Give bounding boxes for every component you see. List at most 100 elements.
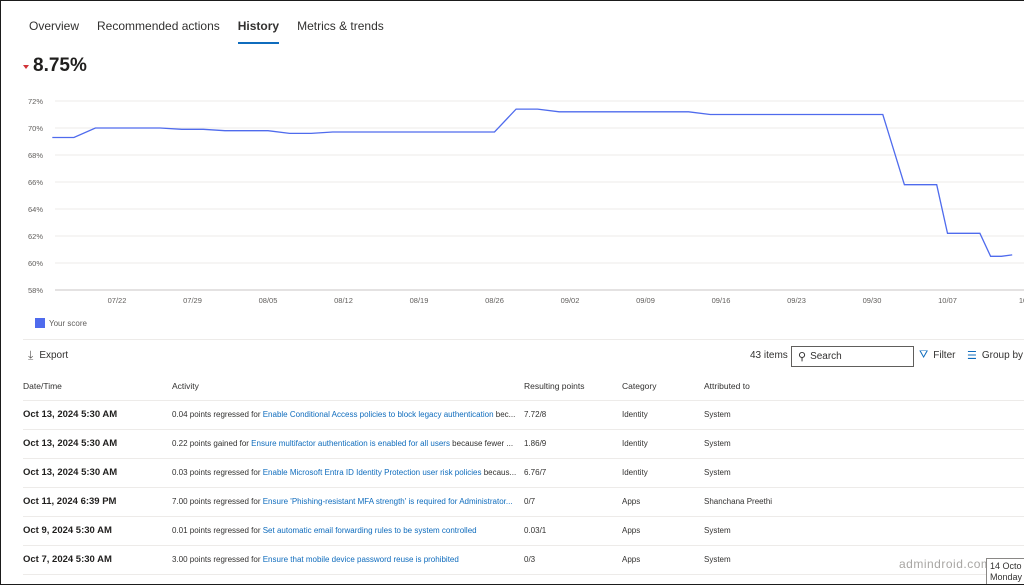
group-by-label: Group by	[981, 350, 1024, 361]
table-row[interactable]: Oct 13, 2024 5:30 AM 0.22 points gained …	[23, 430, 1024, 459]
activity-text: 0.22 points gained for	[172, 439, 252, 448]
cell-points: 0.03/1	[524, 526, 547, 535]
cell-date: Oct 13, 2024 5:30 AM	[23, 438, 118, 449]
score-summary: 8.75%	[23, 55, 87, 77]
taskbar-clock[interactable]: 14 Octo Monday	[986, 558, 1024, 584]
clock-day: Monday	[990, 572, 1023, 582]
recommendation-link[interactable]: Ensure that mobile device password reuse…	[262, 555, 459, 564]
cell-attributed: System	[704, 439, 731, 448]
download-icon: ⤓	[28, 348, 34, 362]
filter-icon: ⛛	[919, 349, 929, 361]
group-by-button[interactable]: ☰ Group by	[967, 349, 1023, 362]
divider	[23, 339, 1024, 340]
cell-category: Identity	[622, 468, 648, 477]
export-button[interactable]: ⤓ Export	[28, 348, 68, 363]
cell-activity: 3.00 points regressed for Ensure that mo…	[172, 546, 519, 574]
tab-recommended-actions[interactable]: Recommended actions	[97, 19, 220, 33]
y-tick-label: 62%	[28, 232, 43, 241]
x-tick-label: 09/16	[712, 296, 731, 305]
cell-points: 1.86/9	[524, 439, 547, 448]
cell-date: Oct 9, 2024 5:30 AM	[23, 525, 112, 536]
tab-metrics-trends[interactable]: Metrics & trends	[297, 19, 384, 33]
items-count: 43 items	[750, 350, 788, 361]
column-header-attributed[interactable]: Attributed to	[704, 381, 750, 391]
search-box[interactable]: ⚲	[791, 346, 914, 367]
cell-activity: 0.04 points regressed for Enable Conditi…	[172, 401, 519, 429]
export-label: Export	[39, 350, 69, 361]
x-tick-label: 09/09	[636, 296, 655, 305]
x-tick-label: 08/26	[485, 296, 504, 305]
cell-activity: 0.01 points regressed for Set automatic …	[172, 517, 519, 545]
cell-activity: 0.03 points regressed for Enable Microso…	[172, 459, 519, 487]
x-tick-label: 08/05	[259, 296, 278, 305]
y-tick-label: 72%	[28, 97, 43, 106]
activity-text: 0.01 points regressed for	[172, 526, 263, 535]
y-tick-label: 58%	[28, 286, 43, 295]
x-tick-label: 10/07	[938, 296, 957, 305]
x-axis-ticks: 07/22 07/29 08/05 08/12 08/19 08/26 09/02 09/09…	[108, 296, 1024, 305]
y-tick-label: 66%	[28, 178, 43, 187]
table-row[interactable]: Oct 13, 2024 5:30 AM 0.04 points regress…	[23, 401, 1024, 430]
y-tick-label: 64%	[28, 205, 43, 214]
recommendation-link[interactable]: Ensure multifactor authentication is ena…	[251, 439, 450, 448]
legend-label: Your score	[49, 318, 87, 328]
cell-points: 0/3	[524, 555, 536, 564]
cell-attributed: System	[704, 555, 731, 564]
cell-date: Oct 13, 2024 5:30 AM	[23, 409, 118, 420]
x-tick-label: 10	[1019, 296, 1024, 305]
x-tick-label: 08/12	[334, 296, 353, 305]
cell-attributed: Shanchana Preethi	[704, 497, 773, 506]
series-line-your-score	[52, 108, 1013, 257]
x-tick-label: 09/02	[561, 296, 580, 305]
filter-label: Filter	[933, 350, 956, 361]
column-header-category[interactable]: Category	[622, 381, 657, 391]
trend-down-icon	[23, 65, 29, 69]
x-tick-label: 07/22	[108, 296, 127, 305]
cell-points: 0/7	[524, 497, 536, 506]
table-row[interactable]: Oct 13, 2024 5:30 AM 0.03 points regress…	[23, 459, 1024, 488]
activity-text: bec...	[493, 410, 516, 419]
x-tick-label: 07/29	[183, 296, 202, 305]
watermark: admindroid.com	[899, 557, 992, 571]
search-icon: ⚲	[798, 351, 807, 363]
cell-activity: 7.00 points regressed for Ensure 'Phishi…	[172, 488, 519, 516]
y-tick-label: 70%	[28, 124, 43, 133]
activity-text: 3.00 points regressed for	[172, 555, 263, 564]
recommendation-link[interactable]: Enable Conditional Access policies to bl…	[262, 410, 494, 419]
tab-history[interactable]: History	[237, 19, 280, 44]
table-header: Date/Time Activity Resulting points Cate…	[23, 381, 1024, 401]
score-history-chart: 58% 60% 62% 64% 66% 68% 70% 72% 07/22 07/29 08/05…	[28, 97, 1024, 305]
table-row[interactable]: Oct 11, 2024 6:39 PM 7.00 points regress…	[23, 488, 1024, 517]
y-tick-label: 68%	[28, 151, 43, 160]
cell-attributed: System	[704, 526, 731, 535]
activity-text: 0.03 points regressed for	[172, 468, 263, 477]
column-header-points[interactable]: Resulting points	[524, 381, 585, 391]
cell-points: 7.72/8	[524, 410, 547, 419]
score-value: 8.75%	[33, 55, 87, 76]
x-tick-label: 09/23	[787, 296, 806, 305]
chart-legend: Your score	[35, 318, 87, 328]
recommendation-link[interactable]: Ensure 'Phishing-resistant MFA strength'…	[262, 497, 513, 506]
legend-swatch	[35, 318, 45, 328]
activity-text: becaus...	[481, 468, 517, 477]
recommendation-link[interactable]: Set automatic email forwarding rules to …	[262, 526, 477, 535]
table-row[interactable]: Oct 7, 2024 5:30 AM 3.00 points regresse…	[23, 546, 1024, 575]
activity-text: 0.04 points regressed for	[172, 410, 263, 419]
filter-button[interactable]: ⛛ Filter	[919, 349, 955, 362]
tab-overview[interactable]: Overview	[29, 19, 80, 33]
cell-points: 6.76/7	[524, 468, 547, 477]
y-axis-ticks: 58% 60% 62% 64% 66% 68% 70% 72%	[28, 97, 43, 295]
column-header-date[interactable]: Date/Time	[23, 381, 62, 391]
search-input[interactable]	[810, 351, 901, 362]
cell-activity: 0.22 points gained for Ensure multifacto…	[172, 430, 519, 458]
y-tick-label: 60%	[28, 259, 43, 268]
cell-date: Oct 7, 2024 5:30 AM	[23, 554, 112, 565]
cell-category: Identity	[622, 410, 648, 419]
cell-date: Oct 11, 2024 6:39 PM	[23, 496, 117, 507]
cell-category: Apps	[622, 526, 641, 535]
recommendation-link[interactable]: Enable Microsoft Entra ID Identity Prote…	[262, 468, 482, 477]
column-header-activity[interactable]: Activity	[172, 381, 199, 391]
table-row[interactable]: Oct 9, 2024 5:30 AM 0.01 points regresse…	[23, 517, 1024, 546]
list-icon: ☰	[967, 350, 977, 362]
cell-date: Oct 13, 2024 5:30 AM	[23, 467, 118, 478]
